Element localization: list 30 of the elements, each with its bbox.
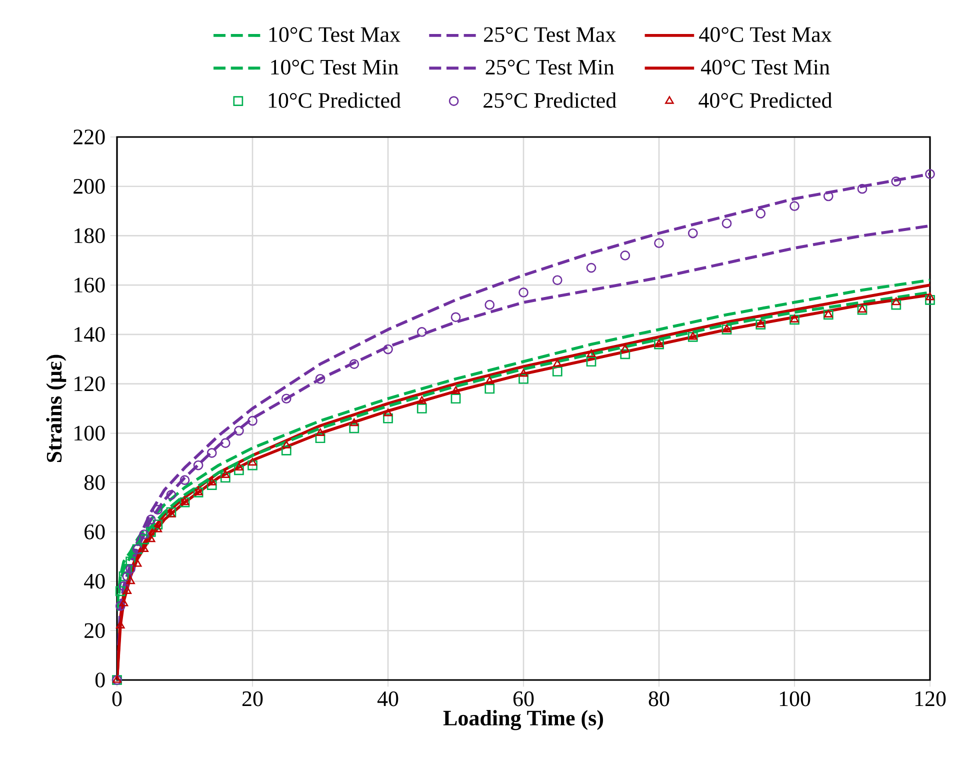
y-tick-label: 220	[74, 130, 105, 144]
legend-label: 10°C Predicted	[268, 92, 401, 108]
legend-label: 10°C Test Min	[271, 60, 398, 75]
y-tick-label: 180	[74, 228, 105, 244]
y-tick-label: 60	[84, 524, 105, 540]
legend-label: 25°C Test Max	[484, 27, 616, 42]
x-tick-label: 20	[242, 691, 263, 706]
y-axis-title: Strains (με)	[46, 354, 66, 462]
y-tick-label: 0	[95, 672, 105, 688]
x-tick-label: 120	[915, 691, 946, 706]
y-tick-label: 40	[84, 574, 105, 589]
y-tick-label: 140	[74, 327, 105, 342]
y-tick-label: 120	[74, 376, 105, 392]
legend-label: 25°C Test Min	[486, 60, 614, 75]
x-tick-label: 60	[513, 691, 534, 706]
legend-label: 40°C Predicted	[698, 92, 832, 108]
y-tick-label: 80	[84, 475, 105, 490]
x-axis-title: Loading Time (s)	[443, 710, 603, 730]
y-tick-label: 200	[74, 178, 105, 194]
legend-label: 10°C Test Max	[269, 27, 400, 42]
legend-label: 40°C Test Min	[700, 60, 830, 75]
y-tick-label: 100	[74, 426, 105, 441]
x-tick-label: 80	[648, 691, 670, 706]
legend-label: 25°C Predicted	[484, 92, 616, 108]
y-tick-label: 20	[84, 623, 105, 638]
x-tick-label: 40	[377, 691, 398, 706]
y-tick-label: 160	[74, 278, 105, 293]
legend-label: 40°C Test Max	[699, 27, 832, 42]
x-tick-label: 100	[780, 691, 810, 706]
x-tick-label: 0	[112, 691, 122, 706]
